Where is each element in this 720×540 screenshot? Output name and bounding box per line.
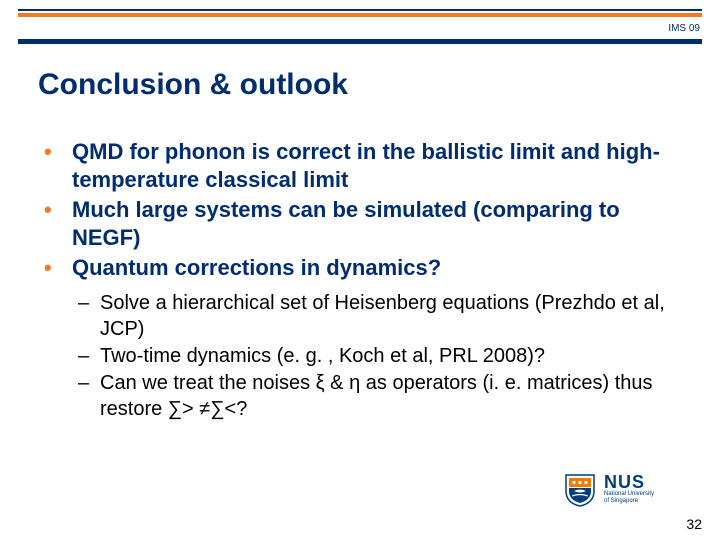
rule-orange [18,13,702,17]
sub-bullet-item: – Solve a hierarchical set of Heisenberg… [78,290,676,342]
bullet-text: Much large systems can be simulated (com… [72,196,676,252]
nus-crest-icon [562,471,598,507]
sub-bullet-text: Two-time dynamics (e. g. , Koch et al, P… [100,343,676,369]
bullet-mark-icon: • [44,196,72,224]
bullet-text: QMD for phonon is correct in the ballist… [72,138,676,194]
bullet-item: • Quantum corrections in dynamics? [44,254,676,282]
bullet-item: • Much large systems can be simulated (c… [44,196,676,252]
bullet-mark-icon: • [44,254,72,282]
header-tag: IMS 09 [668,23,700,34]
sub-bullet-text: Solve a hierarchical set of Heisenberg e… [100,290,676,342]
nus-acronym: NUS [604,473,654,491]
rule-thick-blue [18,39,702,44]
nus-logo: NUS National University of Singapore [562,470,692,508]
dash-mark-icon: – [78,290,100,316]
bullet-item: • QMD for phonon is correct in the balli… [44,138,676,194]
nus-subtitle-1: National University [604,491,654,498]
rule-thin-blue [18,9,702,11]
bullet-mark-icon: • [44,138,72,166]
slide: IMS 09 Conclusion & outlook • QMD for ph… [0,0,720,540]
page-number: 32 [686,516,702,532]
slide-title: Conclusion & outlook [38,68,348,102]
sub-bullet-item: – Can we treat the noises ξ & η as opera… [78,370,676,422]
content-area: • QMD for phonon is correct in the balli… [44,138,676,423]
bullet-text: Quantum corrections in dynamics? [72,254,676,282]
dash-mark-icon: – [78,343,100,369]
nus-logo-text: NUS National University of Singapore [604,473,654,505]
sub-bullet-text: Can we treat the noises ξ & η as operato… [100,370,676,422]
sub-bullet-block: – Solve a hierarchical set of Heisenberg… [44,290,676,422]
dash-mark-icon: – [78,370,100,396]
nus-subtitle-2: of Singapore [604,498,654,505]
sub-bullet-item: – Two-time dynamics (e. g. , Koch et al,… [78,343,676,369]
